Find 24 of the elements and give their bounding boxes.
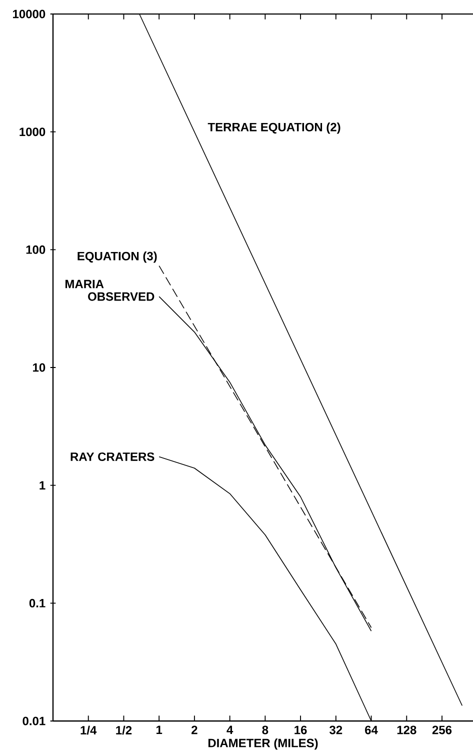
y-tick-label: 10 (33, 363, 46, 372)
y-tick-label: 0.1 (29, 598, 46, 608)
x-tick-label: 4 (226, 726, 234, 734)
y-tick-label: 1 (40, 481, 46, 490)
x-tick-label: 256 (432, 726, 452, 734)
x-tick-label: 16 (294, 726, 307, 734)
y-tick-label: 0.01 (22, 716, 46, 726)
x-tick-label: 1/2 (116, 726, 132, 735)
x-axis-title: DIAMETER (MILES) (208, 738, 318, 750)
x-tick-label: 128 (397, 726, 416, 734)
x-tick-label: 32 (330, 726, 342, 734)
annotation: RAY CRATERS (70, 452, 154, 461)
annotation: EQUATION (3) (78, 252, 157, 263)
y-tick-label: 1000 (20, 128, 46, 136)
x-tick-label: 1 (156, 726, 162, 734)
x-tick-label: 2 (192, 726, 198, 734)
x-tick-label: 8 (262, 726, 268, 734)
annotation: TERRAE EQUATION (2) (208, 122, 340, 134)
annotation: OBSERVED (88, 292, 154, 301)
y-tick-label: 100 (26, 245, 46, 254)
y-tick-label: 10000 (13, 10, 46, 18)
x-tick-label: 1/4 (80, 726, 97, 735)
x-tick-label: 64 (365, 726, 378, 734)
annotation: MARIA (65, 280, 104, 288)
